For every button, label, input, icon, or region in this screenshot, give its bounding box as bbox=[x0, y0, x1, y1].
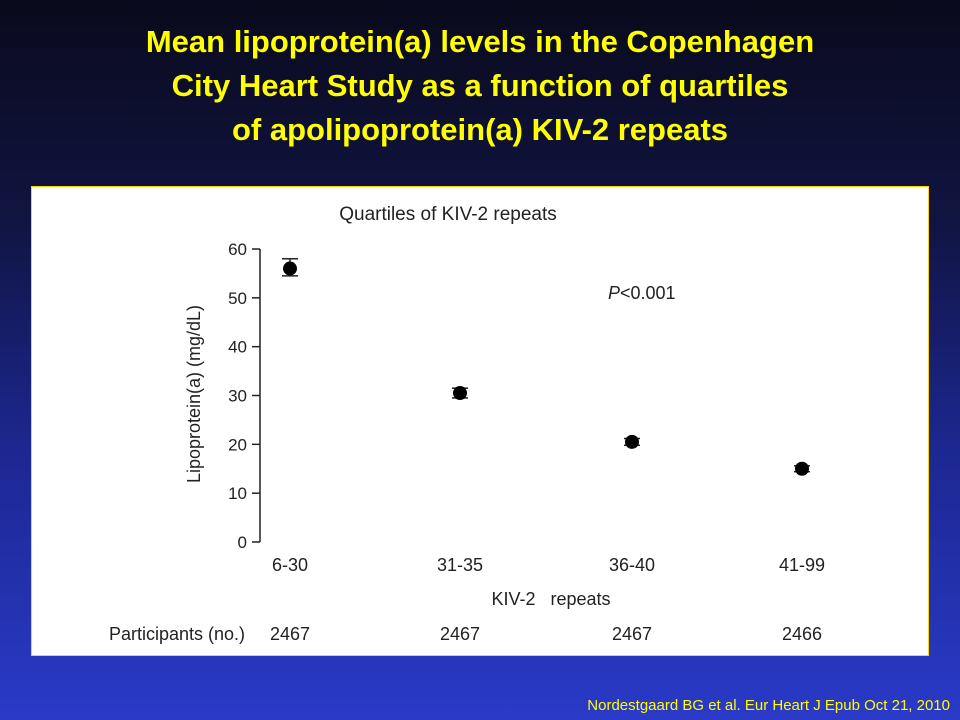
y-tick-label: 30 bbox=[228, 387, 247, 406]
citation: Nordestgaard BG et al. Eur Heart J Epub … bbox=[587, 697, 950, 714]
y-axis-label: Lipoprotein(a) (mg/dL) bbox=[184, 305, 204, 483]
slide-title-line-3: of apolipoprotein(a) KIV-2 repeats bbox=[231, 112, 729, 147]
y-tick-label: 0 bbox=[238, 533, 247, 552]
participants-label: Participants (no.) bbox=[109, 624, 245, 644]
x-tick-label: 36-40 bbox=[609, 555, 655, 575]
data-point bbox=[283, 261, 297, 276]
participant-count: 2467 bbox=[440, 624, 480, 644]
y-tick-label: 10 bbox=[228, 484, 247, 503]
slide-title: Mean lipoprotein(a) levels in the Copenh… bbox=[0, 20, 960, 152]
data-point bbox=[453, 386, 467, 401]
chart-title: Quartiles of KIV-2 repeats bbox=[339, 204, 557, 225]
x-tick-label: 31-35 bbox=[437, 555, 483, 575]
x-tick-label: 6-30 bbox=[272, 555, 308, 575]
x-tick-label: 41-99 bbox=[779, 555, 825, 575]
slide-title-line-1: Mean lipoprotein(a) levels in the Copenh… bbox=[145, 24, 815, 59]
chart-svg: Quartiles of KIV-2 repeats P<0.001 Lipop… bbox=[109, 204, 825, 644]
p-value-annotation: P<0.001 bbox=[608, 283, 676, 303]
x-axis-label: KIV-2 repeats bbox=[491, 589, 610, 609]
slide-title-line-2: City Heart Study as a function of quarti… bbox=[171, 68, 789, 103]
y-tick-label: 40 bbox=[228, 338, 247, 357]
participant-count: 2467 bbox=[270, 624, 310, 644]
participant-count: 2467 bbox=[612, 624, 652, 644]
participant-count: 2466 bbox=[782, 624, 822, 644]
data-point bbox=[795, 461, 809, 476]
y-tick-label: 20 bbox=[228, 435, 247, 454]
y-tick-label: 60 bbox=[228, 240, 247, 259]
data-point bbox=[625, 434, 639, 449]
y-tick-label: 50 bbox=[228, 289, 247, 308]
chart-panel: Quartiles of KIV-2 repeats P<0.001 Lipop… bbox=[31, 186, 929, 656]
